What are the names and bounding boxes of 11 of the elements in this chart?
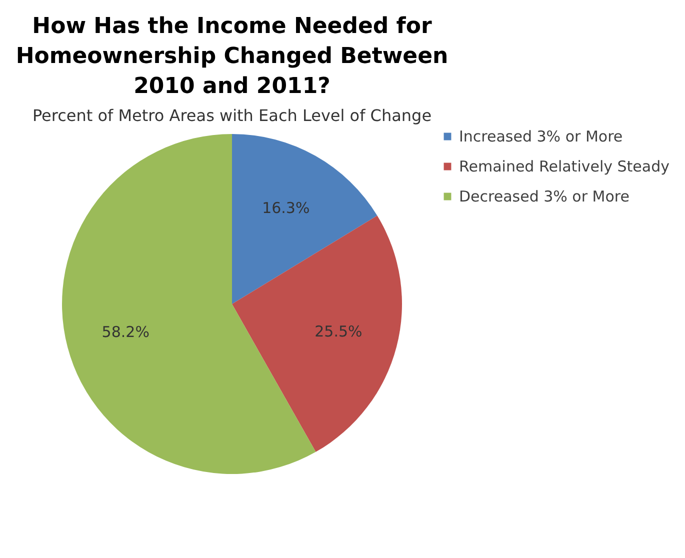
pie-slice (232, 134, 378, 304)
data-label: 16.3% (262, 199, 310, 218)
legend-label: Remained Relatively Steady (459, 158, 670, 176)
pie-slice (232, 216, 402, 452)
data-label: 25.5% (314, 322, 362, 341)
legend-label: Increased 3% or More (459, 128, 623, 146)
chart-subtitle: Percent of Metro Areas with Each Level of Change (32, 106, 432, 125)
pie-slice (62, 134, 316, 474)
legend-label: Decreased 3% or More (459, 188, 630, 206)
data-label: 58.2% (102, 323, 150, 342)
chart-title: How Has the Income Needed for Homeownership Changed Between 2010 and 2011? (16, 14, 448, 99)
